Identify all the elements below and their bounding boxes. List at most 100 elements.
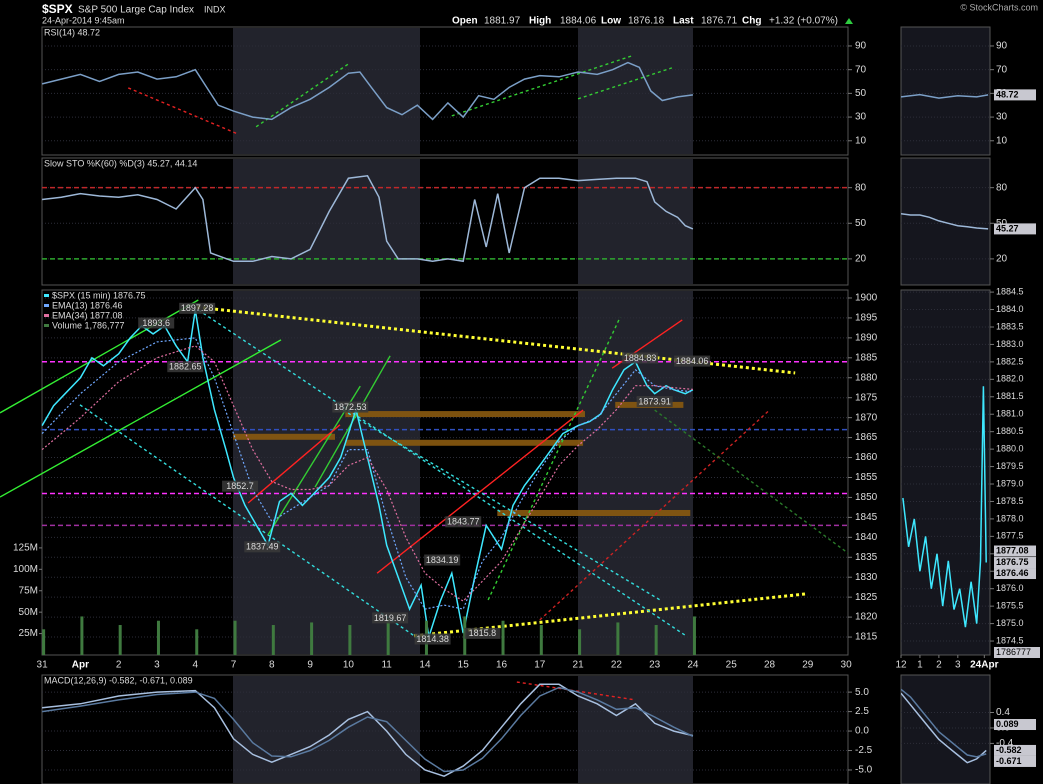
volume-bar	[271, 625, 275, 655]
quote-value: 1881.97	[484, 16, 521, 27]
x-tick-label: 30	[841, 660, 853, 671]
series-line	[901, 688, 987, 758]
y-tick-label: 90	[996, 41, 1008, 52]
y-tick-label: 1879.0	[996, 478, 1024, 488]
panel-title: Slow STO %K(60) %D(3) 45.27, 44.14	[44, 158, 197, 168]
quote-label: Chg	[742, 16, 761, 27]
y-tick-label: 1878.0	[996, 513, 1024, 523]
x-tick-label: 1	[917, 660, 923, 671]
x-tick-label: 9	[307, 660, 313, 671]
price-label: 1893.6	[142, 318, 170, 328]
quote-value: +1.32 (+0.07%)	[769, 16, 838, 27]
y-tick-label: 1875.0	[996, 618, 1024, 628]
volume-bar	[616, 622, 620, 655]
y-tick-label: 70	[996, 64, 1008, 75]
x-tick-label: 25	[726, 660, 738, 671]
y-tick-label: 1850	[855, 492, 878, 503]
series-line	[902, 386, 987, 628]
y-tick-label: 1890	[855, 333, 878, 344]
y-tick-label: 1878.5	[996, 496, 1024, 506]
y-tick-label: -0.4	[996, 738, 1014, 749]
plot-area	[0, 297, 848, 655]
trend-line	[255, 62, 351, 128]
y-tick-label: 1845	[855, 512, 878, 523]
y-tick-label: 80	[996, 182, 1008, 193]
y-tick-label: 0.4	[996, 707, 1010, 718]
price-label: 1897.28	[181, 303, 214, 313]
plot-area	[42, 45, 848, 142]
y-tick-label: -5.0	[855, 765, 873, 776]
y-tick-label: 1883.0	[996, 339, 1024, 349]
trend-line	[376, 409, 584, 574]
volume-bar	[156, 620, 160, 655]
y-tick-label: 50	[855, 218, 867, 229]
legend-swatch	[44, 314, 49, 317]
quote-value: 1876.71	[701, 16, 738, 27]
copyright: © StockCharts.com	[960, 2, 1038, 12]
series-line	[41, 345, 693, 602]
y-tick-label: 1880	[855, 372, 878, 383]
value-badge	[994, 568, 1036, 580]
value-badge	[994, 755, 1036, 767]
plot-area	[901, 688, 990, 764]
x-tick-label: Apr	[72, 660, 89, 671]
x-tick-label: 2	[936, 660, 942, 671]
value-badge-label: 45.27	[996, 223, 1019, 233]
price-zone	[345, 411, 585, 418]
y-tick-label: 2.5	[855, 706, 869, 717]
y-tick-label: 70	[855, 64, 867, 75]
y-tick-label: 1840	[855, 532, 878, 543]
y-tick-label: 5.0	[855, 687, 869, 698]
price-label: 1843.77	[447, 517, 480, 527]
session-band	[578, 676, 693, 783]
panel	[900, 157, 991, 286]
x-tick-label: 15	[458, 660, 470, 671]
trend-line	[539, 409, 770, 621]
y-tick-label: 20	[855, 254, 867, 265]
y-tick-label: 30	[855, 112, 867, 123]
y-tick-label: 50	[855, 88, 867, 99]
volume-bar	[386, 619, 390, 655]
y-tick-label: 1883.5	[996, 321, 1024, 331]
y-tick-label: 0.0	[855, 726, 869, 737]
trend-line	[79, 404, 421, 641]
legend-label: Volume 1,786,777	[52, 320, 125, 330]
legend-label: $SPX (15 min) 1876.75	[52, 290, 146, 300]
plot-area	[901, 291, 990, 642]
panel-title: MACD(12,26,9) -0.582, -0.671, 0.089	[44, 675, 193, 685]
y-tick-label: 1865	[855, 432, 878, 443]
price-label-box	[167, 361, 204, 373]
price-label-box	[179, 302, 216, 314]
price-zone	[497, 509, 691, 516]
price-label-box	[244, 541, 281, 553]
x-tick-label: 29	[802, 660, 814, 671]
y-tick-label: 1825	[855, 592, 878, 603]
value-badge	[994, 557, 1036, 569]
plot-area	[901, 187, 990, 260]
y-tick-label: 1900	[855, 293, 878, 304]
quote-value: 1876.18	[628, 16, 665, 27]
trend-line	[487, 316, 621, 601]
price-label-box	[674, 355, 711, 367]
trend-line	[127, 87, 238, 135]
value-badge-label: 0.089	[996, 719, 1019, 729]
legend-swatch	[44, 304, 49, 307]
value-badge-label: -0.582	[996, 745, 1022, 755]
panel	[900, 26, 991, 156]
up-arrow	[845, 18, 853, 24]
x-tick-label: 3	[955, 660, 961, 671]
legend-label: EMA(34) 1877.08	[52, 310, 123, 320]
trend-line	[197, 309, 687, 637]
plot-area	[42, 681, 848, 778]
panel	[41, 26, 849, 156]
y-tick-label: 10	[996, 135, 1008, 146]
x-tick-label: 12	[895, 660, 907, 671]
y-tick-label: 1895	[855, 313, 878, 324]
y-tick-label: 1876.0	[996, 583, 1024, 593]
x-tick-label: 3	[154, 660, 160, 671]
volume-bar	[654, 625, 658, 655]
exchange: INDX	[204, 4, 226, 14]
value-badge	[994, 545, 1036, 557]
trend-line	[577, 67, 673, 100]
y-tick-label: 1870	[855, 412, 878, 423]
